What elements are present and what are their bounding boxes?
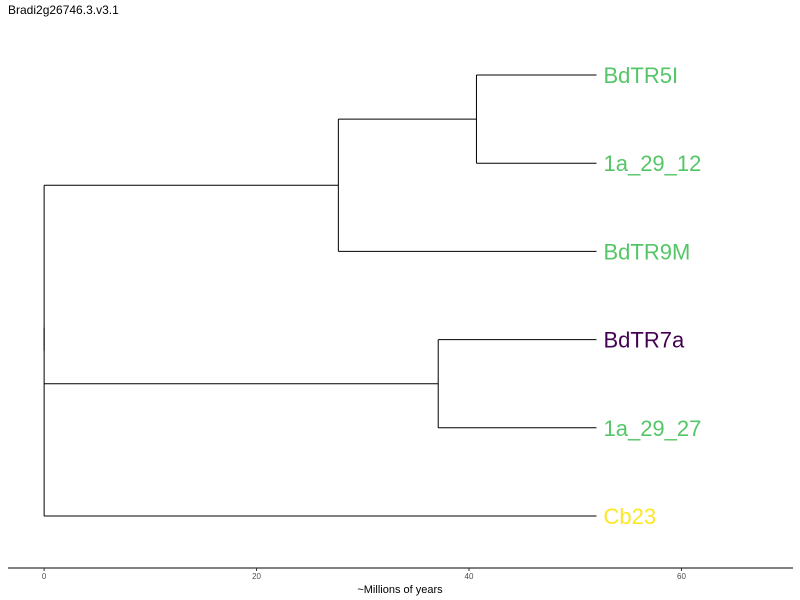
tree-branches — [43, 74, 597, 517]
x-axis-ticks: 0 20 40 60 — [42, 568, 686, 581]
x-tick-label: 20 — [252, 572, 261, 581]
tip-label-cb23: Cb23 — [603, 504, 656, 529]
x-axis: 0 20 40 60 ~Millions of years — [8, 567, 793, 596]
tip-label-bdtr5i: BdTR5I — [603, 63, 678, 88]
tree-title: Bradi2g26746.3.v3.1 — [8, 3, 119, 17]
tip-label-bdtr7a: BdTR7a — [603, 328, 684, 353]
x-tick-label: 40 — [465, 572, 474, 581]
tip-label-1a_29_12: 1a_29_12 — [603, 151, 701, 176]
tip-label-1a_29_27: 1a_29_27 — [603, 416, 701, 441]
x-axis-title: ~Millions of years — [357, 584, 443, 596]
tip-label-bdtr9m: BdTR9M — [603, 239, 690, 264]
x-tick-label: 60 — [677, 572, 686, 581]
x-tick-label: 0 — [42, 572, 47, 581]
tip-labels: BdTR5I 1a_29_12 BdTR9M BdTR7a 1a_29_27 Cb23 — [603, 63, 701, 529]
